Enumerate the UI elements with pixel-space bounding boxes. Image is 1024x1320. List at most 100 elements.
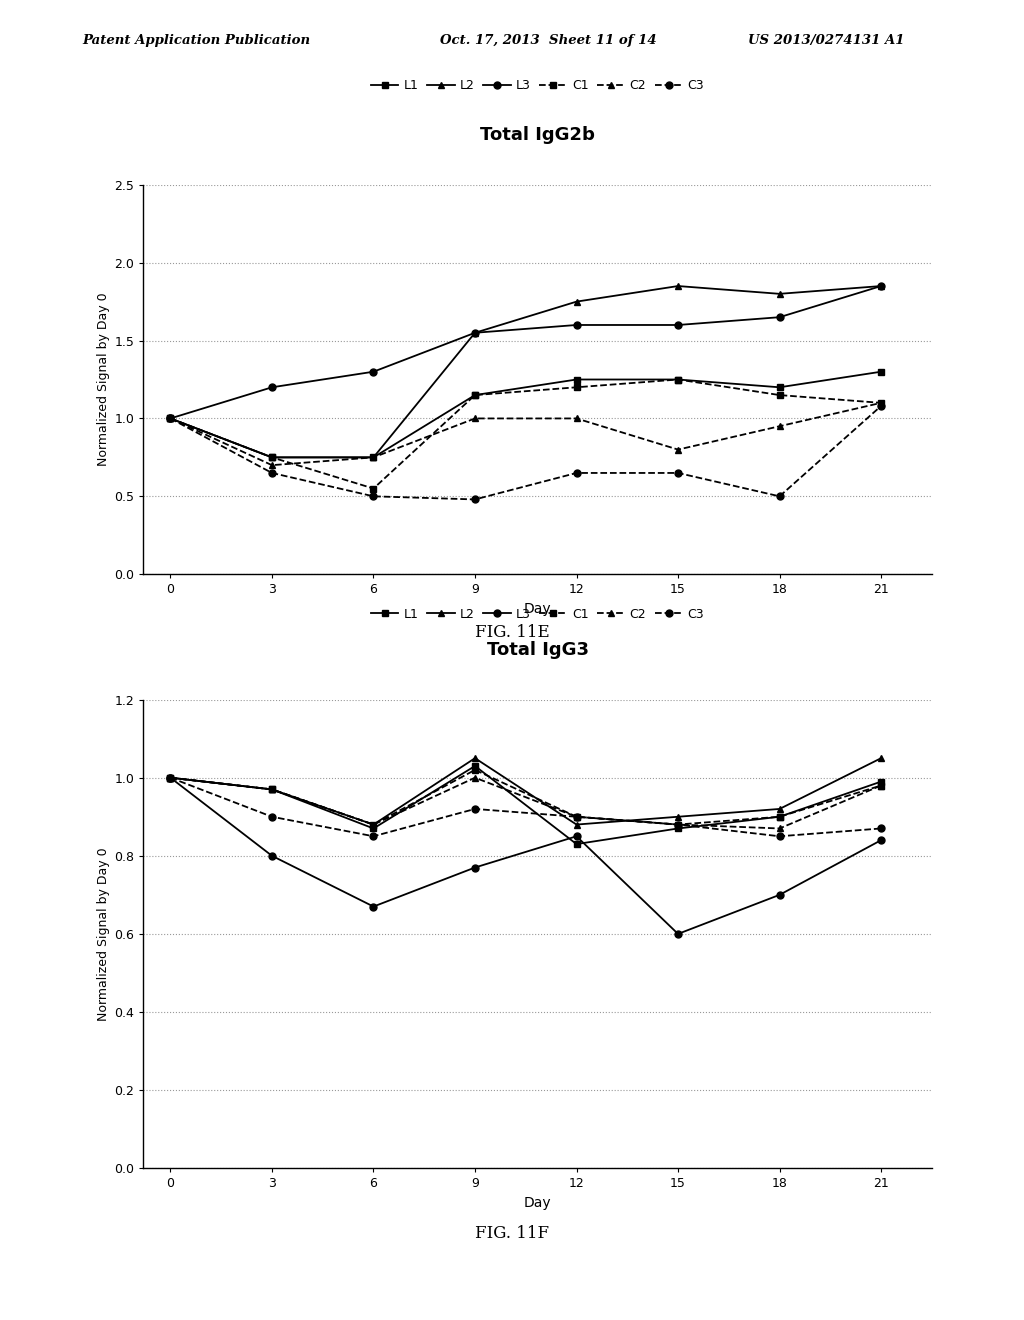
C3: [164, 770, 176, 785]
X-axis label: Day: Day: [524, 602, 551, 616]
L1: [368, 449, 380, 466]
C3: [773, 829, 785, 845]
C1: [874, 777, 887, 793]
C2: [469, 770, 481, 785]
L1: [773, 809, 785, 825]
C2: [570, 809, 583, 825]
L1: [570, 836, 583, 851]
C3: [469, 801, 481, 817]
C1: [874, 395, 887, 411]
C3: [672, 817, 684, 833]
Title: Total IgG3: Total IgG3: [486, 642, 589, 659]
L2: [368, 449, 380, 466]
C1: [368, 817, 380, 833]
L3: [368, 899, 380, 915]
L2: [368, 817, 380, 833]
L2: [266, 781, 279, 797]
Line: C1: C1: [167, 767, 885, 828]
Line: C2: C2: [167, 400, 885, 469]
L3: [570, 829, 583, 845]
C3: [164, 411, 176, 426]
C1: [266, 781, 279, 797]
L3: [469, 325, 481, 341]
Legend: L1, L2, L3, C1, C2, C3: L1, L2, L3, C1, C2, C3: [366, 603, 710, 626]
L2: [773, 286, 785, 302]
L2: [570, 294, 583, 310]
C1: [266, 449, 279, 466]
Line: C3: C3: [167, 775, 885, 840]
C2: [570, 411, 583, 426]
Line: L2: L2: [167, 755, 885, 828]
Line: L3: L3: [167, 282, 885, 422]
Line: L2: L2: [167, 282, 885, 461]
Title: Total IgG2b: Total IgG2b: [480, 127, 595, 144]
Line: L1: L1: [167, 368, 885, 461]
C3: [570, 465, 583, 480]
C3: [672, 465, 684, 480]
Y-axis label: Normalized Signal by Day 0: Normalized Signal by Day 0: [97, 293, 111, 466]
C2: [874, 777, 887, 793]
Text: US 2013/0274131 A1: US 2013/0274131 A1: [748, 34, 904, 48]
L1: [469, 758, 481, 774]
Text: FIG. 11F: FIG. 11F: [475, 1225, 549, 1242]
Y-axis label: Normalized Signal by Day 0: Normalized Signal by Day 0: [97, 847, 111, 1020]
Text: Oct. 17, 2013  Sheet 11 of 14: Oct. 17, 2013 Sheet 11 of 14: [440, 34, 657, 48]
L2: [570, 817, 583, 833]
L3: [672, 927, 684, 942]
C1: [570, 809, 583, 825]
L1: [672, 821, 684, 837]
C3: [266, 465, 279, 480]
C2: [164, 770, 176, 785]
C2: [672, 817, 684, 833]
L2: [672, 809, 684, 825]
C3: [874, 821, 887, 837]
L1: [570, 372, 583, 388]
C3: [773, 488, 785, 504]
C1: [773, 387, 785, 403]
C2: [368, 449, 380, 466]
C2: [773, 418, 785, 434]
L1: [874, 364, 887, 380]
L3: [773, 887, 785, 903]
L1: [266, 781, 279, 797]
L3: [266, 379, 279, 395]
C3: [368, 829, 380, 845]
L1: [672, 372, 684, 388]
L2: [164, 770, 176, 785]
L3: [164, 770, 176, 785]
Line: C3: C3: [167, 403, 885, 503]
Text: Patent Application Publication: Patent Application Publication: [82, 34, 310, 48]
C1: [672, 372, 684, 388]
L3: [266, 847, 279, 863]
L3: [164, 411, 176, 426]
Line: L1: L1: [167, 763, 885, 847]
Text: FIG. 11E: FIG. 11E: [475, 624, 549, 642]
L2: [672, 279, 684, 294]
L3: [469, 859, 481, 875]
C2: [874, 395, 887, 411]
C1: [773, 809, 785, 825]
X-axis label: Day: Day: [524, 1196, 551, 1210]
Line: C1: C1: [167, 376, 885, 492]
Line: C2: C2: [167, 775, 885, 832]
C3: [368, 488, 380, 504]
L1: [773, 379, 785, 395]
C3: [266, 809, 279, 825]
C2: [773, 821, 785, 837]
L2: [469, 325, 481, 341]
C1: [368, 480, 380, 496]
C2: [672, 442, 684, 458]
L2: [874, 279, 887, 294]
L3: [570, 317, 583, 333]
C1: [672, 817, 684, 833]
L3: [874, 833, 887, 849]
L3: [672, 317, 684, 333]
L2: [266, 449, 279, 466]
L1: [368, 821, 380, 837]
C3: [874, 399, 887, 414]
C1: [469, 387, 481, 403]
C1: [570, 379, 583, 395]
L1: [266, 449, 279, 466]
L2: [164, 411, 176, 426]
C3: [570, 809, 583, 825]
